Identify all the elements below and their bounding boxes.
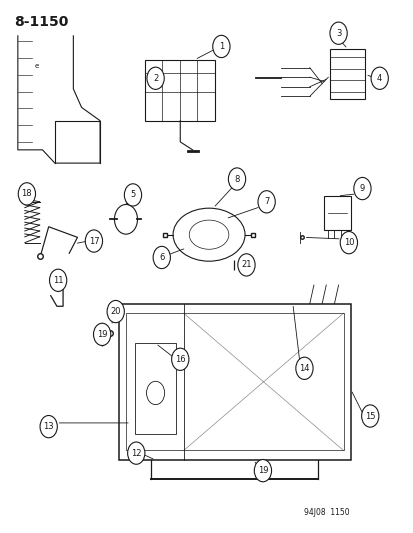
Text: 14: 14 xyxy=(299,364,309,373)
Text: 3: 3 xyxy=(335,29,340,38)
Text: 7: 7 xyxy=(263,197,269,206)
Circle shape xyxy=(254,459,271,482)
Circle shape xyxy=(212,35,230,58)
Circle shape xyxy=(85,230,102,252)
Text: 94J08  1150: 94J08 1150 xyxy=(303,508,349,517)
Circle shape xyxy=(339,231,357,254)
Circle shape xyxy=(361,405,378,427)
Text: 17: 17 xyxy=(88,237,99,246)
Text: 1: 1 xyxy=(218,42,223,51)
Circle shape xyxy=(18,183,36,205)
Text: 10: 10 xyxy=(343,238,353,247)
Text: 12: 12 xyxy=(131,449,141,458)
Circle shape xyxy=(147,67,164,90)
Text: 21: 21 xyxy=(241,261,251,269)
Text: 19: 19 xyxy=(97,330,107,339)
Text: 9: 9 xyxy=(359,184,364,193)
Circle shape xyxy=(228,168,245,190)
Text: 15: 15 xyxy=(364,411,375,421)
Circle shape xyxy=(257,191,275,213)
Circle shape xyxy=(107,301,124,322)
Text: 13: 13 xyxy=(43,422,54,431)
Text: 20: 20 xyxy=(110,307,121,316)
Text: e: e xyxy=(34,63,38,69)
Text: 5: 5 xyxy=(130,190,135,199)
Circle shape xyxy=(353,177,370,200)
Text: 8: 8 xyxy=(234,174,239,183)
Circle shape xyxy=(50,269,66,292)
Circle shape xyxy=(40,416,57,438)
Circle shape xyxy=(370,67,387,90)
Text: 11: 11 xyxy=(53,276,63,285)
Text: 8-1150: 8-1150 xyxy=(14,14,68,29)
Text: 19: 19 xyxy=(257,466,268,475)
Circle shape xyxy=(127,442,145,464)
Circle shape xyxy=(171,348,188,370)
Text: 6: 6 xyxy=(159,253,164,262)
Text: 2: 2 xyxy=(152,74,158,83)
Circle shape xyxy=(237,254,254,276)
Text: 18: 18 xyxy=(21,189,32,198)
Circle shape xyxy=(295,357,312,379)
Text: 4: 4 xyxy=(376,74,382,83)
Circle shape xyxy=(93,323,111,345)
Text: 16: 16 xyxy=(175,355,185,364)
Circle shape xyxy=(329,22,347,44)
Circle shape xyxy=(124,184,141,206)
Circle shape xyxy=(153,246,170,269)
